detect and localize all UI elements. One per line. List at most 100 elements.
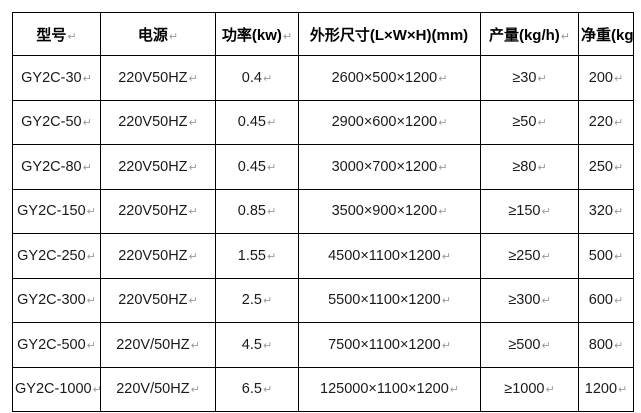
cell-power-kw-value: 6.5	[241, 381, 262, 398]
return-mark-icon: ↵	[613, 294, 624, 308]
cell-power-supply-value: 220V50HZ	[118, 203, 188, 220]
cell-model-value: GY2C-150	[17, 203, 86, 220]
return-mark-icon: ↵	[613, 71, 624, 85]
cell-capacity-value: ≥30	[512, 69, 537, 86]
return-mark-icon: ↵	[86, 294, 96, 308]
column-header-power-supply: 电源↵	[100, 12, 216, 56]
return-mark-icon: ↵	[438, 205, 448, 219]
column-header-power-kw-label: 功率(kw)	[221, 26, 282, 44]
cell-dimensions-value: 125000×1100×1200	[320, 381, 449, 398]
cell-net-weight: 500↵	[578, 233, 634, 279]
cell-power-supply: 220V/50HZ↵	[100, 366, 216, 412]
cell-dimensions: 7500×1100×1200↵	[298, 322, 481, 368]
cell-power-kw: 4.5↵	[215, 322, 299, 368]
cell-model: GY2C-1000↵	[12, 366, 101, 412]
return-mark-icon: ↵	[438, 71, 448, 85]
cell-capacity-value: ≥300	[508, 292, 541, 309]
return-mark-icon: ↵	[188, 205, 198, 219]
cell-power-kw-value: 4.5	[241, 336, 262, 353]
cell-model: GY2C-30↵	[12, 55, 101, 101]
return-mark-icon	[468, 30, 469, 43]
return-mark-icon: ↵	[262, 338, 273, 352]
cell-power-supply-value: 220V50HZ	[118, 292, 188, 309]
cell-power-kw: 6.5↵	[215, 366, 299, 412]
cell-net-weight: 200↵	[578, 55, 634, 101]
cell-model-value: GY2C-30	[21, 69, 82, 86]
return-mark-icon: ↵	[537, 160, 547, 174]
cell-power-supply-value: 220V/50HZ	[116, 381, 190, 398]
cell-net-weight-value: 1200	[584, 381, 618, 398]
return-mark-icon: ↵	[86, 249, 96, 263]
return-mark-icon: ↵	[267, 160, 277, 174]
return-mark-icon: ↵	[188, 160, 198, 174]
table-row: GY2C-500↵ 220V/50HZ↵ 4.5↵ 7500×1100×1200…	[12, 322, 634, 368]
cell-model-value: GY2C-250	[17, 247, 86, 264]
return-mark-icon: ↵	[441, 249, 451, 263]
cell-model: GY2C-250↵	[12, 233, 101, 279]
cell-model-value: GY2C-80	[21, 158, 82, 175]
return-mark-icon: ↵	[613, 116, 624, 130]
return-mark-icon: ↵	[188, 116, 198, 130]
cell-power-supply-value: 220V50HZ	[118, 114, 188, 131]
cell-net-weight-value: 800	[588, 336, 613, 353]
column-header-net-weight-label: 净重(kg)	[581, 26, 634, 44]
cell-model: GY2C-80↵	[12, 144, 101, 190]
cell-net-weight: 600↵	[578, 277, 634, 323]
cell-net-weight: 800↵	[578, 322, 634, 368]
cell-model: GY2C-50↵	[12, 99, 101, 145]
cell-power-kw-value: 0.45	[237, 114, 266, 131]
return-mark-icon: ↵	[541, 205, 551, 219]
cell-dimensions-value: 7500×1100×1200	[328, 336, 441, 353]
return-mark-icon: ↵	[613, 338, 624, 352]
cell-capacity: ≥1000↵	[480, 366, 579, 412]
return-mark-icon: ↵	[267, 249, 277, 263]
table-row: GY2C-50↵ 220V50HZ↵ 0.45↵ 2900×600×1200↵ …	[12, 99, 634, 145]
cell-capacity: ≥150↵	[480, 188, 579, 234]
cell-power-supply: 220V50HZ↵	[100, 277, 216, 323]
return-mark-icon: ↵	[86, 205, 96, 219]
cell-capacity-value: ≥80	[512, 158, 537, 175]
cell-dimensions: 3000×700×1200↵	[298, 144, 481, 190]
cell-capacity-value: ≥1000	[504, 381, 545, 398]
cell-power-kw: 0.85↵	[215, 188, 299, 234]
cell-power-kw-value: 2.5	[241, 292, 262, 309]
cell-power-supply: 220V50HZ↵	[100, 144, 216, 190]
cell-model-value: GY2C-1000	[15, 381, 92, 398]
column-header-capacity: 产量(kg/h)↵	[480, 12, 579, 56]
return-mark-icon: ↵	[82, 160, 92, 174]
cell-net-weight: 1200↵	[578, 366, 634, 412]
cell-dimensions: 5500×1100×1200↵	[298, 277, 481, 323]
cell-dimensions: 125000×1100×1200↵	[298, 366, 481, 412]
cell-power-supply: 220V50HZ↵	[100, 99, 216, 145]
return-mark-icon: ↵	[541, 294, 551, 308]
return-mark-icon: ↵	[541, 249, 551, 263]
return-mark-icon: ↵	[267, 205, 277, 219]
cell-capacity-value: ≥50	[512, 114, 537, 131]
cell-capacity: ≥50↵	[480, 99, 579, 145]
cell-power-supply: 220V/50HZ↵	[100, 322, 216, 368]
return-mark-icon: ↵	[92, 383, 100, 396]
return-mark-icon: ↵	[82, 71, 92, 85]
cell-dimensions-value: 5500×1100×1200	[328, 292, 441, 309]
cell-net-weight-value: 250	[588, 158, 613, 175]
return-mark-icon: ↵	[267, 116, 277, 130]
cell-dimensions-value: 2600×500×1200	[331, 69, 438, 86]
table-row: GY2C-30↵ 220V50HZ↵ 0.4↵ 2600×500×1200↵ ≥…	[12, 55, 634, 101]
cell-model: GY2C-150↵	[12, 188, 101, 234]
return-mark-icon: ↵	[82, 116, 92, 130]
cell-net-weight-value: 600	[588, 292, 613, 309]
return-mark-icon: ↵	[613, 205, 624, 219]
cell-dimensions-value: 3500×900×1200	[331, 203, 438, 220]
return-mark-icon: ↵	[86, 338, 96, 352]
cell-capacity-value: ≥500	[508, 336, 541, 353]
column-header-net-weight: 净重(kg)↵	[578, 12, 634, 56]
return-mark-icon: ↵	[449, 383, 459, 397]
return-mark-icon: ↵	[613, 249, 624, 263]
cell-net-weight-value: 220	[588, 114, 613, 131]
column-header-capacity-label: 产量(kg/h)	[488, 26, 560, 44]
cell-net-weight: 250↵	[578, 144, 634, 190]
cell-power-kw-value: 1.55	[237, 247, 266, 264]
cell-dimensions: 2900×600×1200↵	[298, 99, 481, 145]
cell-model: GY2C-500↵	[12, 322, 101, 368]
column-header-model: 型号↵	[12, 12, 101, 56]
